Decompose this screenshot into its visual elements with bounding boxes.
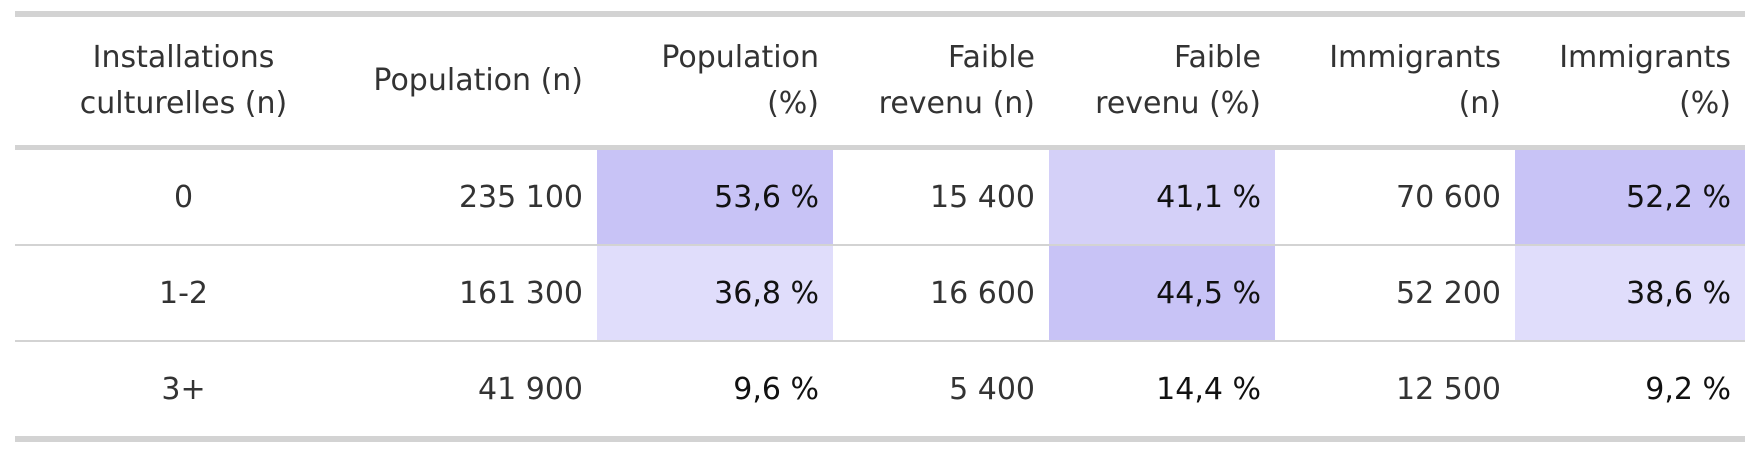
cell-population-pct: 53,6 % (597, 147, 833, 245)
header-low-income-n: Faible revenu (n) (833, 14, 1049, 150)
cell-immigrants-n: 12 500 (1275, 340, 1515, 439)
cell-low-income-pct: 44,5 % (1049, 244, 1275, 341)
cell-population-n: 235 100 (458, 179, 583, 215)
header-row: Installations culturelles (n) Population… (15, 14, 1745, 150)
cell-immigrants-n: 52 200 (1275, 244, 1515, 341)
cell-installations: 1-2 (15, 244, 352, 341)
header-population-pct: Population (%) (597, 14, 833, 150)
cell-immigrants-pct: 9,2 % (1515, 340, 1745, 439)
cultural-facilities-table: Installations culturelles (n) Population… (15, 11, 1745, 442)
cell-installations: 0 (173, 179, 194, 215)
cell-population-pct: 9,6 % (597, 340, 833, 439)
header-low-income-pct: Faible revenu (%) (1049, 14, 1275, 150)
cell-immigrants-pct: 38,6 % (1515, 244, 1745, 341)
cell-low-income-n: 15 400 (930, 179, 1035, 215)
cell-low-income-n: 16 600 (833, 244, 1049, 341)
table-row: 1-2 161 300 36,8 % 16 600 44,5 % 52 200 … (15, 244, 1745, 341)
cell-low-income-pct: 14,4 % (1049, 340, 1275, 439)
header-immigrants-pct: Immigrants (%) (1515, 14, 1745, 150)
header-immigrants-n: Immigrants (n) (1275, 14, 1515, 150)
table-row: 3+ 41 900 9,6 % 5 400 14,4 % 12 500 9,2 … (15, 340, 1745, 439)
cell-population-pct: 36,8 % (597, 244, 833, 341)
cell-installations: 3+ (15, 340, 352, 439)
cell-population-n: 161 300 (352, 244, 597, 341)
cell-immigrants-n: 70 600 (1396, 179, 1501, 215)
cell-low-income-pct: 41,1 % (1049, 147, 1275, 245)
cell-immigrants-pct: 52,2 % (1515, 147, 1745, 245)
data-table-container: Installations culturelles (n) Population… (15, 11, 1745, 442)
header-population-n: Population (n) (352, 14, 597, 150)
cell-low-income-n: 5 400 (833, 340, 1049, 439)
cell-population-n: 41 900 (352, 340, 597, 439)
header-installations: Installations culturelles (n) (15, 14, 352, 150)
table-row: 0 235 100 53,6 % 15 400 41,1 % 70 600 52… (15, 147, 1745, 245)
